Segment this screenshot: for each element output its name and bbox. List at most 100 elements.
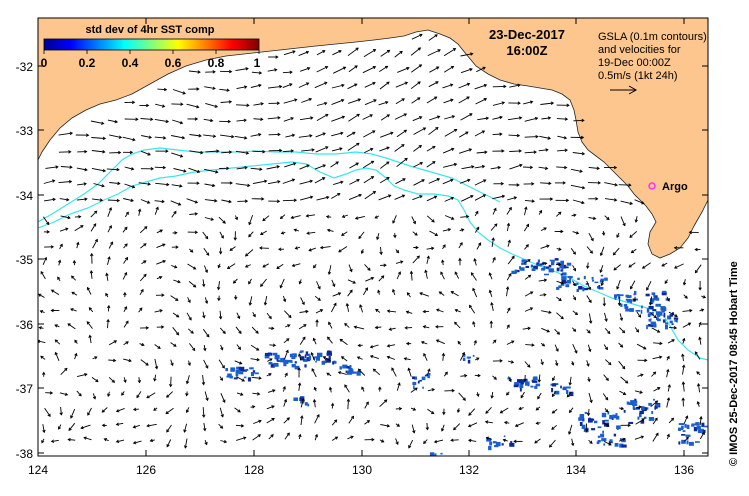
velocity-arrow [74,225,84,232]
velocity-arrowhead [674,314,678,318]
sst-patch [493,441,497,443]
sst-patch [626,308,631,311]
velocity-arrow [348,264,353,272]
velocity-arrowhead [258,83,262,88]
velocity-arrowhead [312,398,317,403]
velocity-arrowhead [276,101,281,105]
sst-patch [651,292,656,296]
velocity-arrow [461,166,474,170]
velocity-arrowhead [365,401,369,405]
velocity-arrowhead [673,246,678,250]
velocity-arrowhead [290,215,294,220]
sst-patch [599,287,604,290]
velocity-arrow [348,113,360,122]
velocity-arrowhead [218,316,223,320]
velocity-arrow [683,415,688,424]
velocity-arrowhead [426,255,430,259]
velocity-arrow [599,265,604,273]
velocity-arrow [283,338,290,344]
sst-patch [681,425,684,430]
velocity-arrow [451,439,459,441]
sst-patch [348,369,354,372]
velocity-arrow [557,135,567,139]
velocity-arrow [616,279,621,290]
velocity-arrowhead [450,291,454,295]
velocity-arrow [387,356,396,360]
velocity-arrowhead [115,422,120,426]
velocity-arrowhead [681,353,685,357]
velocity-arrowhead [68,150,72,154]
velocity-arrowhead [401,98,405,102]
velocity-arrowhead [434,96,438,100]
sst-patch [613,433,617,437]
velocity-arrowhead [530,291,534,295]
velocity-arrow [637,374,644,377]
sst-patch [304,364,307,368]
velocity-arrowhead [395,250,400,254]
velocity-arrow [250,84,262,88]
sst-patch [648,318,652,322]
velocity-arrow [133,440,142,444]
velocity-arrowhead [629,201,634,206]
velocity-arrow [331,99,344,106]
velocity-arrowhead [244,136,248,140]
velocity-arrowhead [322,177,326,181]
velocity-arrowhead [471,165,475,169]
sst-patch [650,325,656,327]
sst-patch [519,266,521,270]
velocity-arrowhead [465,214,470,219]
velocity-arrowhead [359,304,363,308]
velocity-arrow [218,359,225,369]
sst-patch [283,362,287,367]
velocity-arrowhead [183,445,188,449]
velocity-arrowhead [450,98,454,102]
velocity-arrowhead [71,291,75,295]
sst-patch [245,368,249,371]
sst-patch [249,367,254,370]
sst-patch [607,411,610,415]
velocity-arrow [604,441,612,446]
velocity-arrowhead [622,391,627,395]
sst-patch [321,360,325,365]
velocity-arrowhead [652,371,657,375]
velocity-arrowhead [464,373,468,378]
velocity-arrow [268,434,274,440]
velocity-arrow [588,392,593,403]
velocity-arrow [500,407,509,414]
velocity-arrowhead [169,383,173,388]
velocity-arrow [76,390,82,397]
velocity-arrow [429,230,438,236]
velocity-arrowhead [57,426,62,430]
velocity-arrowhead [673,326,678,330]
sst-patch [305,351,309,355]
sst-patch [630,299,633,304]
sst-patch [489,441,493,446]
velocity-arrowhead [162,243,166,247]
velocity-arrowhead [125,341,129,345]
velocity-arrowhead [531,182,535,186]
velocity-arrowhead [391,367,395,371]
velocity-arrow [423,353,428,361]
velocity-arrow [291,215,301,219]
velocity-arrowhead [503,84,507,89]
velocity-arrow [453,423,461,431]
velocity-arrowhead [125,256,129,261]
velocity-arrowhead [670,417,675,421]
velocity-arrow [572,231,579,234]
sst-patch [236,366,241,370]
sst-patch [585,283,589,285]
velocity-arrow [697,383,701,393]
velocity-arrowhead [226,88,230,92]
velocity-arrowhead [616,286,620,290]
velocity-arrowhead [150,167,154,171]
velocity-arrowhead [202,283,206,288]
velocity-arrowhead [403,357,407,361]
sst-patch [656,314,659,317]
sst-patch [349,365,352,369]
velocity-arrowhead [70,415,74,419]
velocity-arrowhead [276,199,281,203]
velocity-arrowhead [244,165,248,170]
velocity-arrowhead [283,398,288,403]
velocity-arrowhead [107,256,111,260]
velocity-arrowhead [302,336,306,340]
